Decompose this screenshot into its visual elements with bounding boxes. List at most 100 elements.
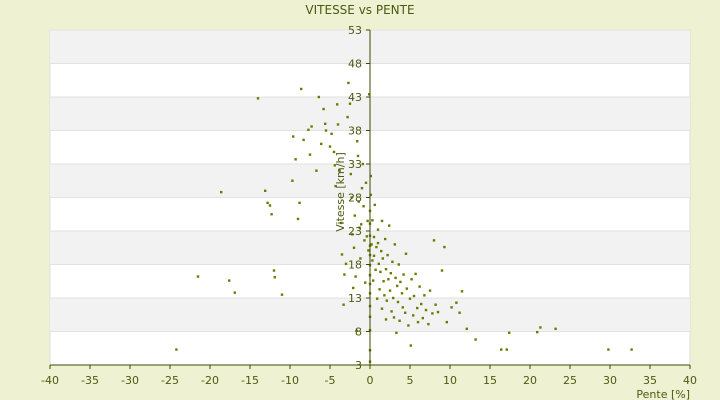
data-point [424,308,428,312]
data-point [353,214,356,217]
y-tick-label: 53 [348,24,362,37]
data-point [322,107,325,111]
data-point [369,174,372,178]
x-tick-label: 5 [407,374,414,387]
data-point [508,331,511,335]
data-point [387,278,390,281]
data-point [423,294,426,297]
x-tick-label: 10 [443,374,457,387]
data-point [308,153,312,156]
data-point [317,95,320,99]
x-tick-label: 40 [683,374,697,387]
data-point [363,239,366,242]
data-point [380,249,383,253]
y-tick-label: 18 [348,259,362,272]
data-point [307,128,310,132]
data-point [280,293,284,296]
data-point [364,281,367,284]
y-tick-label: 3 [355,359,362,372]
data-point [397,263,400,266]
data-point [344,262,348,266]
data-point [373,203,376,207]
data-point [408,297,412,300]
data-point [351,233,354,236]
data-point [389,272,392,275]
data-point [412,314,415,317]
data-point [228,279,231,282]
data-point [354,275,357,278]
x-tick-label: 25 [563,374,577,387]
data-point [291,179,294,182]
x-tick-label: 30 [603,374,617,387]
data-point [388,224,391,227]
data-point [315,169,318,172]
data-point [361,162,364,166]
data-point [376,297,379,300]
data-point [505,348,508,351]
data-point [346,115,349,119]
data-point [392,296,395,300]
chart-title: VITESSE vs PENTE [305,3,414,17]
data-point [443,245,446,249]
data-point [402,273,405,276]
y-tick-label: 33 [348,158,362,171]
data-point [381,257,384,260]
data-point [268,204,272,207]
data-point [270,213,273,216]
data-point [554,327,557,331]
data-point [374,268,377,272]
data-point [393,243,396,246]
data-point [404,311,407,314]
x-tick-label: 35 [643,374,657,387]
data-point [175,348,178,351]
data-point [394,276,397,280]
data-point [324,129,328,132]
y-tick-label: 43 [348,91,362,104]
data-point [340,253,344,256]
x-tick-label: 20 [523,374,537,387]
data-point [233,291,236,294]
x-tick-label: -30 [121,374,139,387]
data-point [347,81,350,85]
data-point [196,275,200,278]
data-point [407,324,410,327]
data-point [450,306,453,309]
data-point [428,289,432,292]
data-point [273,276,276,279]
y-axis-label: Vitesse [km/h] [334,152,347,232]
data-point [336,123,340,126]
x-tick-label: -15 [241,374,259,387]
x-tick-label: 0 [367,374,374,387]
data-point [536,330,539,334]
data-point [334,184,337,188]
data-point [375,245,378,249]
data-point [399,280,402,284]
data-point [302,138,305,142]
data-point [372,279,375,282]
data-point [440,269,444,272]
y-tick-label: 8 [355,326,362,339]
data-point [294,158,297,161]
data-point [272,269,276,272]
x-tick-label: -40 [41,374,59,387]
x-tick-label: -35 [81,374,99,387]
data-point [539,326,542,329]
data-point [371,219,374,222]
data-point [338,169,341,172]
data-point [474,338,477,341]
data-point [336,103,339,106]
y-tick-label: 38 [348,125,362,138]
data-point [382,280,385,283]
data-point [372,235,376,239]
data-point [358,226,361,229]
data-point [343,273,346,276]
data-point [352,246,356,249]
data-point [330,132,333,136]
data-point [391,260,394,264]
data-point [360,223,363,226]
data-point [390,310,393,313]
data-point [436,310,440,314]
data-point [421,316,424,320]
data-point [256,97,260,100]
